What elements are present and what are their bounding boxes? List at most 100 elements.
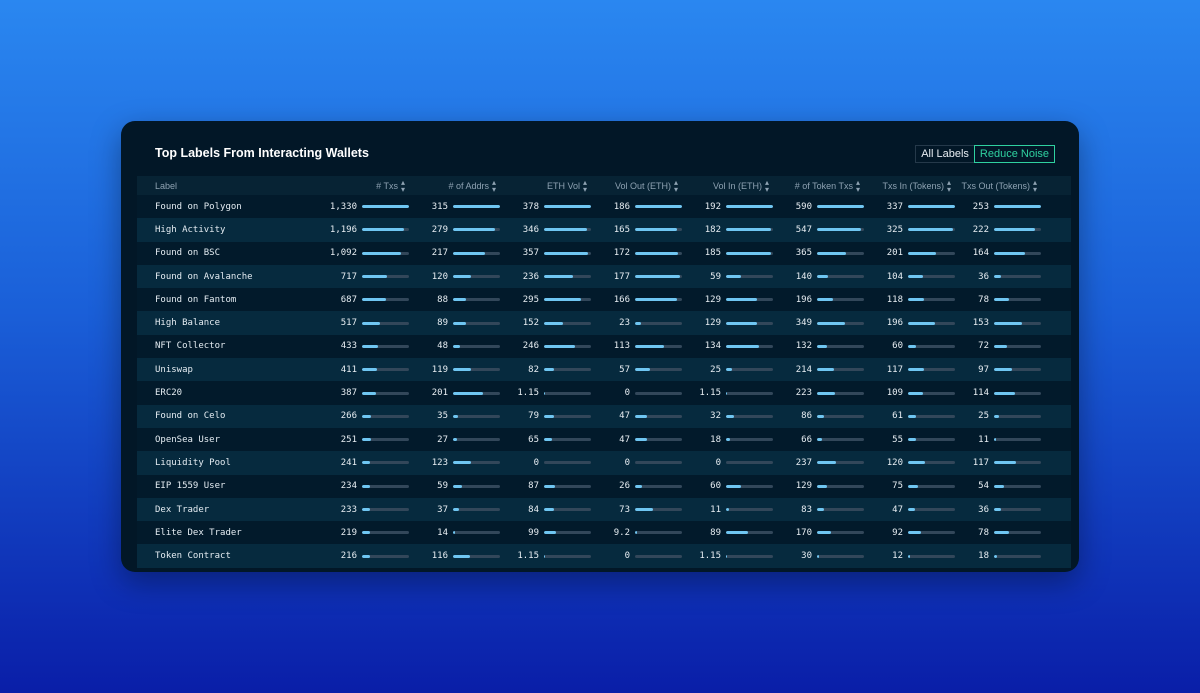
metric-cell-volout: 177 — [591, 272, 682, 282]
metric-value: 84 — [528, 504, 539, 515]
metric-bar — [362, 321, 409, 325]
metric-value: 517 — [340, 318, 357, 329]
column-header-addrs[interactable]: # of Addrs ▴ ▾ — [409, 178, 500, 193]
metric-bar-fill — [994, 344, 1008, 348]
metric-cell-volin: 18 — [682, 435, 773, 445]
metric-cell-volin: 32 — [682, 411, 773, 421]
column-header-vol-in[interactable]: Vol In (ETH) ▴ ▾ — [682, 178, 773, 193]
metric-value: 253 — [972, 201, 989, 212]
all-labels-button[interactable]: All Labels — [915, 145, 974, 163]
metric-bar — [726, 438, 773, 442]
table-row[interactable]: High Activity 1,196 279 346 165 182 547 325 222 — [137, 218, 1071, 242]
table-row[interactable]: Dex Trader 233 37 84 73 11 83 47 36 — [137, 497, 1071, 522]
metric-cell-addrs: 14 — [409, 528, 500, 538]
metric-bar-fill — [726, 205, 773, 209]
metric-bar — [908, 484, 955, 488]
metric-bar-fill — [635, 414, 647, 418]
metric-bar-fill — [362, 205, 409, 209]
metric-cell-txs: 717 — [302, 272, 409, 282]
metric-value: 182 — [704, 224, 721, 235]
column-header-vol-out[interactable]: Vol Out (ETH) ▴ ▾ — [591, 177, 682, 194]
metric-bar-fill — [726, 251, 772, 255]
table-row[interactable]: Found on BSC 1,092 217 357 172 185 365 201 164 — [137, 241, 1071, 265]
table-row[interactable]: Found on Avalanche 717 120 236 177 59 140 104 36 — [137, 264, 1071, 289]
metric-value: 233 — [340, 504, 357, 515]
metric-cell-txsin: 12 — [864, 551, 955, 561]
metric-bar-fill — [362, 228, 405, 232]
metric-value: 295 — [522, 294, 539, 305]
metric-bar-fill — [544, 531, 557, 535]
metric-bar — [635, 554, 682, 558]
metric-bar — [726, 251, 773, 255]
metric-bar — [544, 275, 591, 279]
table-row[interactable]: Found on Celo 266 35 79 47 32 86 61 25 — [137, 404, 1071, 428]
metric-bar-fill — [544, 484, 555, 488]
metric-cell-txsin: 109 — [864, 388, 955, 398]
metric-bar-fill — [453, 391, 484, 395]
metric-cell-tokentxs: 365 — [773, 248, 864, 258]
column-header-token-txs[interactable]: # of Token Txs ▴ ▾ — [773, 178, 864, 193]
column-header-txs-out[interactable]: Txs Out (Tokens) ▴ ▾ — [955, 178, 1041, 193]
row-label: Uniswap — [155, 364, 193, 375]
metric-bar-fill — [635, 508, 654, 511]
metric-cell-txs: 234 — [302, 481, 409, 491]
metric-cell-tokentxs: 214 — [773, 365, 864, 375]
metric-cell-txsin: 120 — [864, 458, 955, 468]
metric-bar — [544, 554, 591, 558]
metric-value: 234 — [340, 481, 357, 492]
metric-cell-volout: 165 — [591, 225, 682, 235]
metric-bar — [635, 461, 682, 465]
table-header: Label # Txs ▴ ▾ # of Addrs ▴ ▾ ETH Vol ▴ ▾ … — [137, 176, 1071, 195]
metric-value: 123 — [431, 457, 448, 468]
table-row[interactable]: Found on Fantom 687 88 295 166 129 196 118 78 — [137, 288, 1071, 312]
table-row[interactable]: Token Contract 216 116 1.15 0 1.15 30 12 18 — [137, 544, 1071, 568]
metric-bar — [726, 275, 773, 279]
table-row[interactable]: OpenSea User 251 27 65 47 18 66 55 11 — [137, 427, 1071, 452]
table-row[interactable]: Elite Dex Trader 219 14 99 9.2 89 170 92 78 — [137, 521, 1071, 545]
table-row[interactable]: Liquidity Pool 241 123 0 0 0 237 120 117 — [137, 451, 1071, 475]
metric-cell-txs: 411 — [302, 365, 409, 375]
metric-bar-fill — [635, 298, 677, 302]
metric-bar-fill — [994, 414, 999, 418]
column-header-txs-in[interactable]: Txs In (Tokens) ▴ ▾ — [864, 178, 955, 193]
table-row[interactable]: High Balance 517 89 152 23 129 349 196 153 — [137, 311, 1071, 335]
metric-value: 23 — [619, 318, 630, 329]
metric-value: 55 — [892, 434, 903, 445]
metric-cell-ethvol: 82 — [500, 365, 591, 375]
table-row[interactable]: EIP 1559 User 234 59 87 26 60 129 75 54 — [137, 474, 1071, 498]
metric-bar — [453, 461, 500, 465]
metric-value: 170 — [795, 527, 812, 538]
metric-cell-ethvol: 65 — [500, 435, 591, 445]
metric-bar-fill — [362, 368, 377, 372]
metric-value: 337 — [886, 201, 903, 212]
metric-value: 346 — [522, 224, 539, 235]
metric-bar-fill — [726, 228, 771, 232]
metric-value: 186 — [613, 201, 630, 212]
column-header-txs[interactable]: # Txs ▴ ▾ — [302, 178, 409, 193]
metric-cell-txs: 251 — [302, 435, 409, 445]
metric-bar — [817, 461, 864, 465]
metric-bar — [362, 508, 409, 511]
metric-value: 117 — [972, 457, 989, 468]
metric-bar-fill — [453, 484, 462, 488]
table-row[interactable]: NFT Collector 433 48 246 113 134 132 60 72 — [137, 334, 1071, 359]
table-row[interactable]: Found on Polygon 1,330 315 378 186 192 590 337 2… — [137, 195, 1071, 219]
metric-cell-ethvol: 295 — [500, 295, 591, 305]
metric-cell-ethvol: 84 — [500, 505, 591, 515]
column-header-eth-vol[interactable]: ETH Vol ▴ ▾ — [500, 178, 591, 193]
table-row[interactable]: ERC20 387 201 1.15 0 1.15 223 109 114 — [137, 381, 1071, 405]
row-label: Found on Fantom — [155, 294, 237, 305]
metric-bar-fill — [453, 251, 486, 255]
metric-bar — [908, 531, 955, 535]
reduce-noise-button[interactable]: Reduce Noise — [973, 145, 1055, 163]
metric-bar — [453, 205, 500, 209]
metric-bar — [453, 508, 500, 511]
column-header-label[interactable]: Label — [137, 181, 302, 191]
metric-value: 79 — [528, 411, 539, 422]
metric-value: 25 — [978, 411, 989, 422]
metric-bar — [453, 484, 500, 488]
sort-icon: ▴ ▾ — [673, 177, 678, 194]
metric-bar — [726, 368, 773, 372]
table-row[interactable]: Uniswap 411 119 82 57 25 214 117 97 — [137, 358, 1071, 382]
metric-value: 153 — [972, 318, 989, 329]
